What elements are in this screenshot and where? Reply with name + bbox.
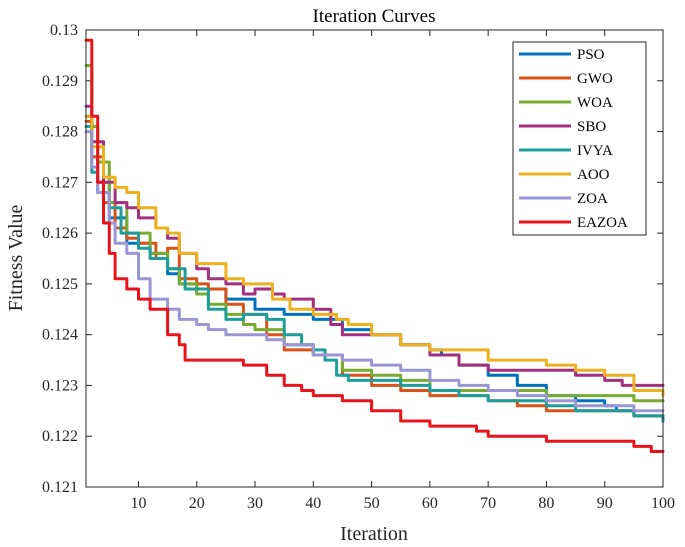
y-tick-label: 0.129: [42, 73, 78, 90]
chart-title: Iteration Curves: [313, 6, 436, 27]
legend-label-woa: WOA: [577, 95, 613, 111]
y-tick-label: 0.123: [42, 377, 78, 394]
x-tick-label: 100: [651, 495, 675, 512]
legend-label-sbo: SBO: [577, 119, 606, 135]
x-tick-label: 10: [130, 495, 146, 512]
x-tick-labels: 10 20 30 40 50 60 70 80 90 100: [130, 495, 675, 512]
y-tick-label: 0.13: [50, 22, 78, 39]
x-tick-label: 30: [247, 495, 263, 512]
y-tick-label: 0.121: [42, 479, 78, 496]
y-tick-label: 0.124: [42, 327, 78, 344]
x-tick-label: 50: [364, 495, 380, 512]
y-tick-label: 0.126: [42, 225, 78, 242]
legend-label-eazoa: EAZOA: [577, 215, 628, 231]
y-tick-labels: 0.121 0.122 0.123 0.124 0.125 0.126 0.127 0.128…: [42, 22, 78, 496]
y-tick-label: 0.125: [42, 276, 78, 293]
x-tick-label: 90: [597, 495, 613, 512]
series-line-eazoa: [84, 38, 665, 453]
x-axis-label: Iteration: [340, 523, 408, 545]
plot-frame: [85, 29, 664, 488]
series-line-zoa: [84, 130, 665, 413]
y-tick-label: 0.122: [42, 428, 78, 445]
y-tick-label: 0.128: [42, 124, 78, 141]
legend-label-gwo: GWO: [577, 71, 613, 87]
x-tick-label: 40: [305, 495, 321, 512]
x-tick-label: 70: [480, 495, 496, 512]
legend-label-ivya: IVYA: [577, 143, 613, 159]
x-tick-label: 20: [189, 495, 205, 512]
legend-label-aoo: AOO: [577, 167, 610, 183]
y-axis-label: Fitness Value: [5, 204, 27, 311]
series-line-aoo: [84, 114, 665, 398]
legend-label-zoa: ZOA: [577, 191, 608, 207]
legend-label-pso: PSO: [577, 47, 605, 63]
series-lines: [84, 38, 665, 453]
legend: PSO GWO WOA SBO IVYA AOO ZOA EAZOA: [512, 41, 647, 236]
x-tick-label: 80: [538, 495, 554, 512]
y-tick-label: 0.127: [42, 174, 78, 191]
x-tick-label: 60: [422, 495, 438, 512]
series-line-ivya: [84, 125, 665, 423]
legend-box: [512, 41, 647, 236]
